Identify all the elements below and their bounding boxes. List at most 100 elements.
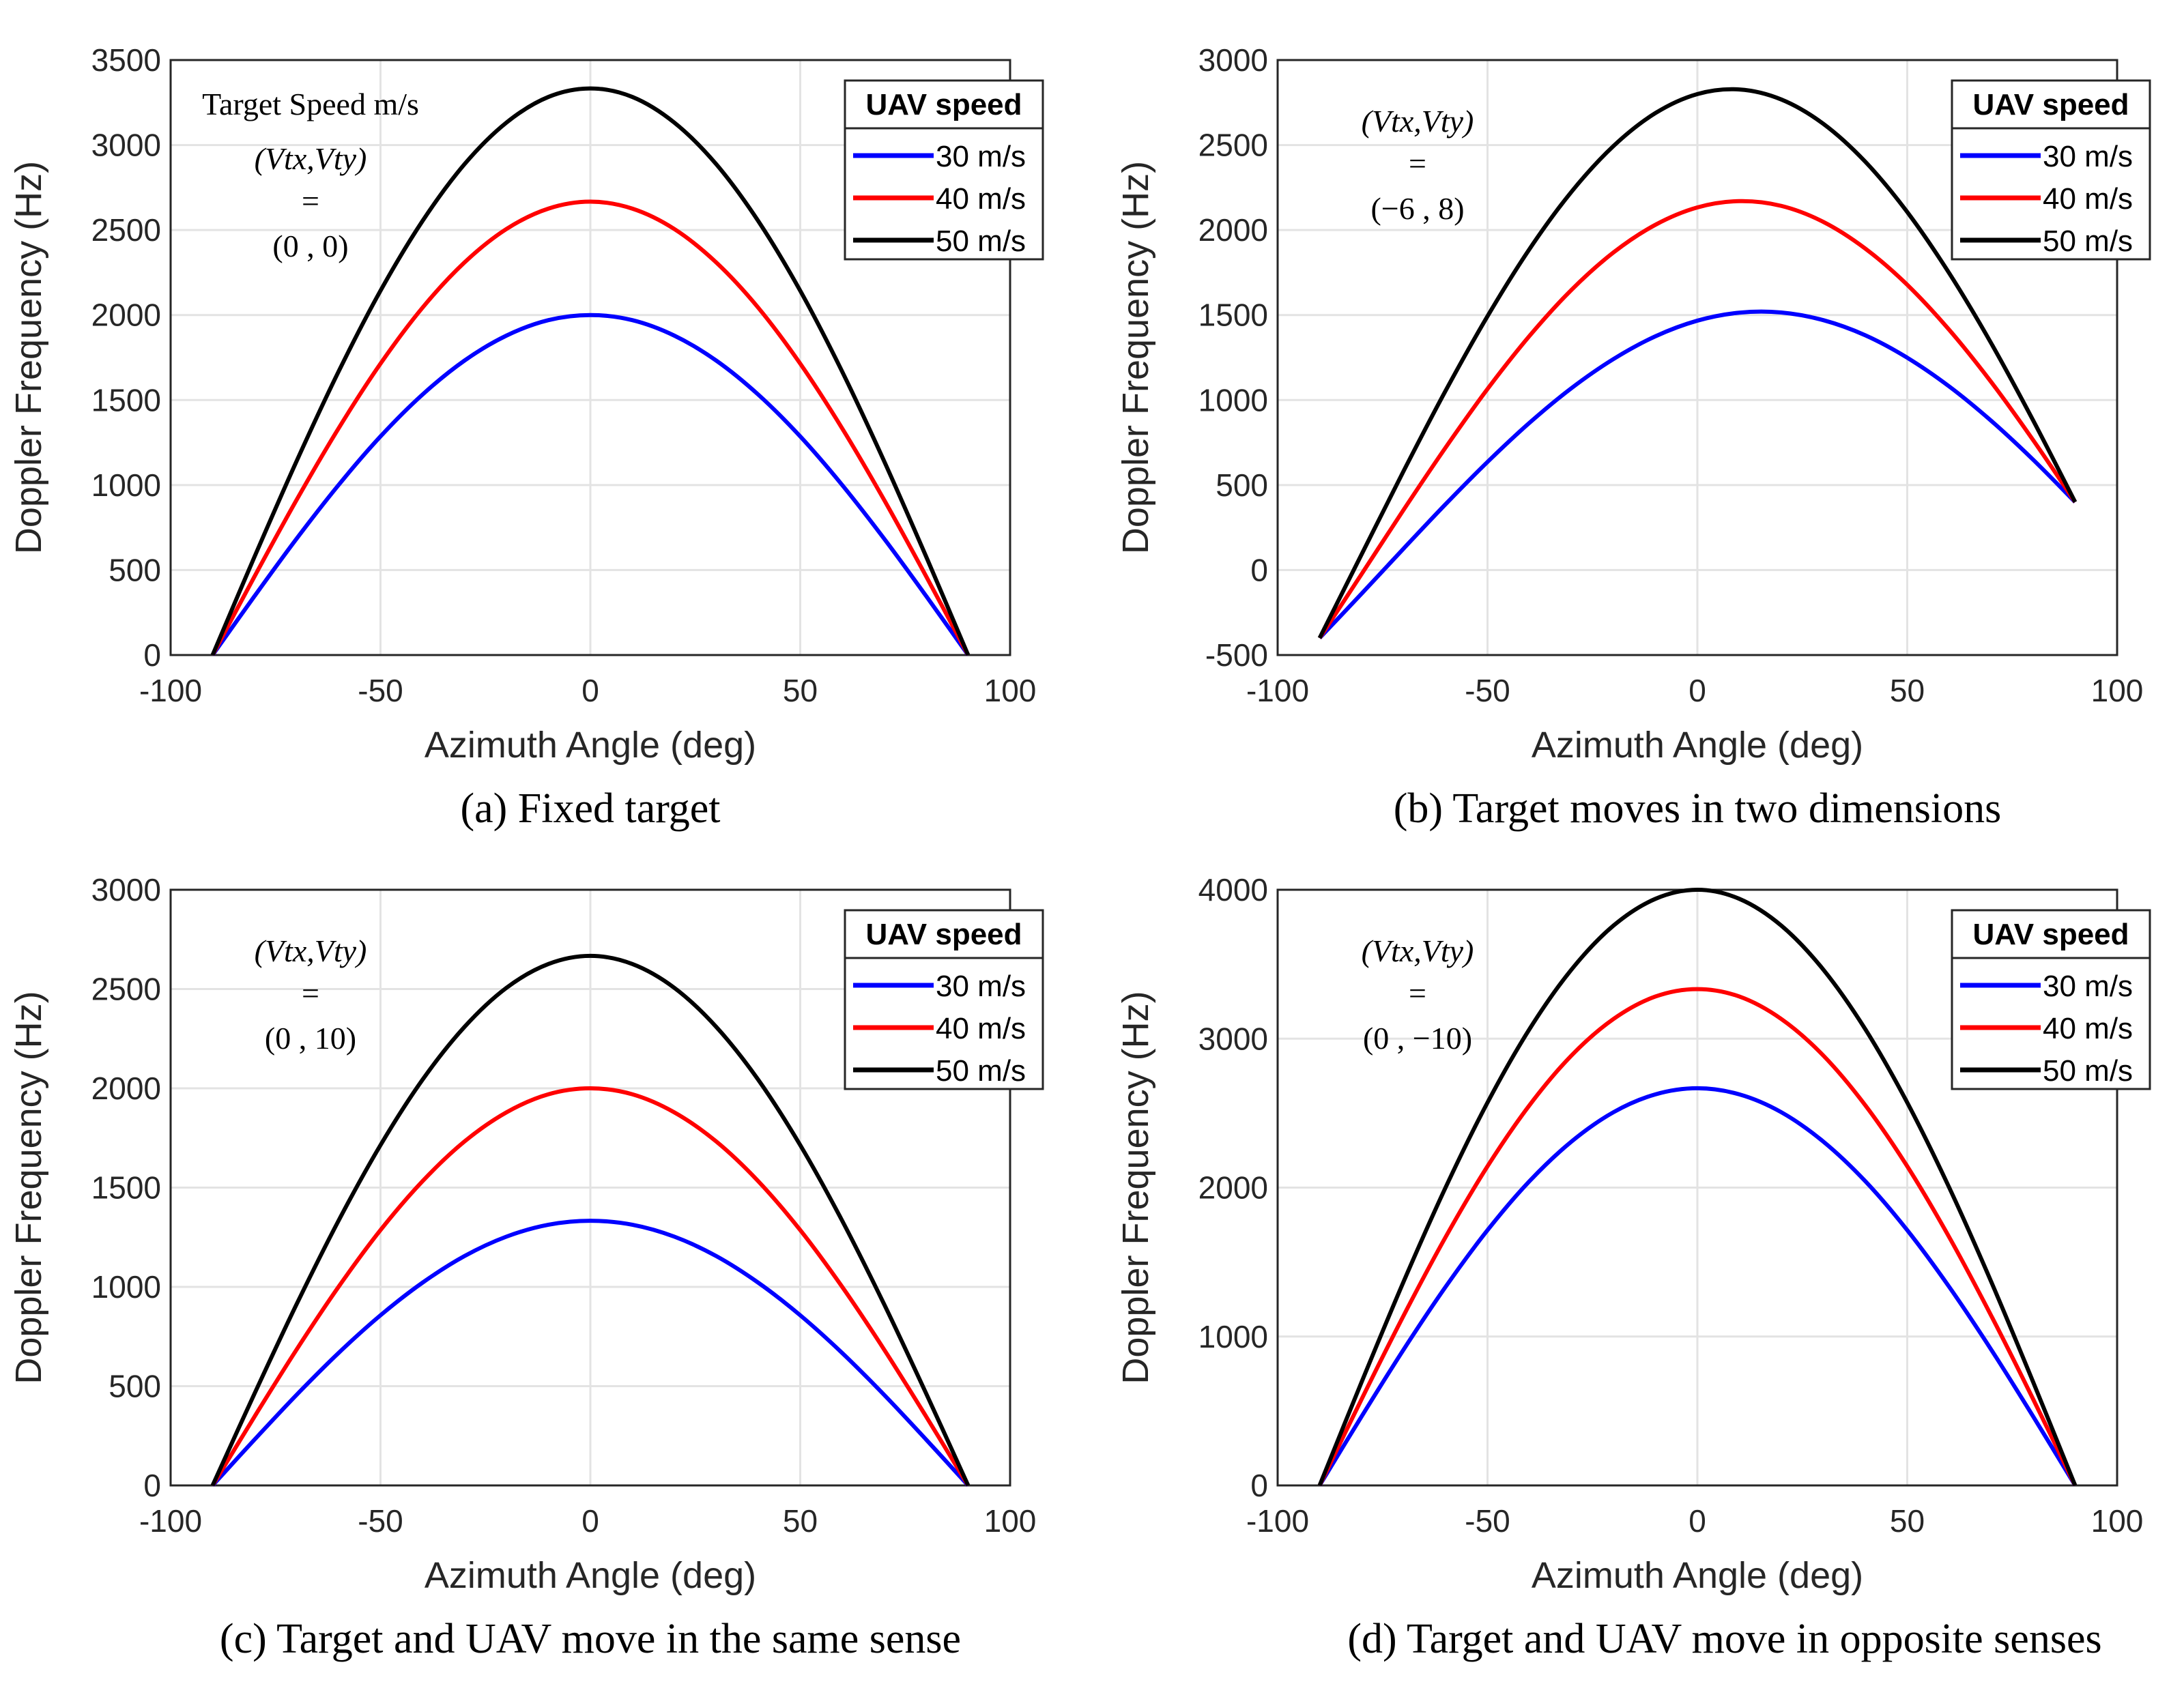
- annotation-equals: =: [1409, 976, 1426, 1011]
- x-tick-label: 100: [2091, 673, 2144, 708]
- legend-box: [844, 909, 1044, 1090]
- y-tick-label: 1500: [1198, 297, 1268, 333]
- x-tick-label: 0: [581, 673, 599, 708]
- series-line-40: [1317, 987, 2078, 1487]
- series-line-40: [1317, 199, 2077, 639]
- annotation-equals: =: [302, 976, 319, 1011]
- x-tick-label: 0: [1689, 1503, 1706, 1539]
- y-tick-label: 2000: [91, 297, 161, 333]
- legend-entry: 50 m/s: [936, 1054, 1026, 1088]
- chart-panel-c: -100 -50 0 50 100050010001500200025003000Azi…: [8, 872, 1044, 1662]
- legend: UAV speed 30 m/s 40 m/s 50 m/s: [844, 909, 1044, 1090]
- legend-entry: 30 m/s: [2043, 970, 2133, 1003]
- y-tick-label: -500: [1205, 637, 1268, 673]
- annotation-value: (0 , −10): [1363, 1021, 1472, 1056]
- x-tick-label: 50: [783, 673, 818, 708]
- y-tick-label: 0: [1250, 552, 1268, 587]
- x-axis-label: Azimuth Angle (deg): [1532, 1555, 1863, 1596]
- y-tick-label: 1500: [91, 382, 161, 418]
- legend-entry: 40 m/s: [936, 182, 1026, 216]
- x-tick-label: -50: [358, 1503, 403, 1539]
- x-tick-label: -50: [358, 673, 403, 708]
- y-tick-label: 3000: [91, 128, 161, 163]
- x-tick-label: -100: [1246, 673, 1309, 708]
- axes-frame: [1276, 59, 2118, 656]
- series-line-30: [1318, 309, 2077, 640]
- legend-box: [844, 79, 1044, 261]
- legend: UAV speed 30 m/s 40 m/s 50 m/s: [1951, 79, 2151, 261]
- y-tick-label: 2500: [91, 972, 161, 1007]
- x-tick-label: 100: [984, 673, 1037, 708]
- annotation-variables: (Vtx,Vty): [1362, 933, 1474, 968]
- x-tick-label: -100: [139, 673, 202, 708]
- legend-title: UAV speed: [1972, 88, 2129, 121]
- panel-caption: (b) Target moves in two dimensions: [1394, 785, 2002, 832]
- y-axis-label: Doppler Frequency (Hz): [8, 991, 49, 1384]
- annotation-variables: (Vtx,Vty): [255, 141, 367, 176]
- legend-entry: 50 m/s: [2043, 224, 2133, 258]
- y-tick-label: 500: [109, 1369, 161, 1404]
- series-line-40: [210, 199, 971, 656]
- y-tick-label: 1000: [1198, 382, 1268, 418]
- x-tick-label: 50: [1890, 1503, 1925, 1539]
- y-tick-label: 2000: [91, 1071, 161, 1106]
- y-tick-label: 0: [143, 637, 161, 673]
- y-tick-label: 1500: [91, 1170, 161, 1206]
- series-line-50: [210, 86, 971, 656]
- annotation-variables: (Vtx,Vty): [255, 933, 367, 968]
- x-tick-label: 0: [581, 1503, 599, 1539]
- x-tick-label: 50: [1890, 673, 1925, 708]
- x-tick-label: -50: [1465, 673, 1510, 708]
- y-tick-label: 4000: [1198, 872, 1268, 907]
- series-line-50: [1317, 87, 2078, 639]
- legend-entry: 30 m/s: [936, 140, 1026, 173]
- annotation-equals: =: [1409, 146, 1426, 181]
- x-axis-label: Azimuth Angle (deg): [1532, 725, 1863, 766]
- x-tick-label: -50: [1465, 1503, 1510, 1539]
- legend-entry: 30 m/s: [936, 970, 1026, 1003]
- y-tick-label: 2000: [1198, 212, 1268, 248]
- y-tick-label: 3000: [1198, 1021, 1268, 1056]
- y-tick-label: 2000: [1198, 1170, 1268, 1206]
- y-axis-label: Doppler Frequency (Hz): [1115, 161, 1156, 554]
- legend-box: [1951, 79, 2151, 261]
- legend-title: UAV speed: [865, 918, 1022, 951]
- annotation-equals: =: [302, 184, 319, 218]
- series-line-30: [211, 1219, 970, 1487]
- legend: UAV speed 30 m/s 40 m/s 50 m/s: [1951, 909, 2151, 1090]
- panel-caption: (a) Fixed target: [460, 785, 720, 832]
- legend-entry: 40 m/s: [2043, 182, 2133, 216]
- series-line-30: [1317, 1086, 2078, 1487]
- x-axis-label: Azimuth Angle (deg): [425, 1555, 756, 1596]
- y-tick-label: 0: [1250, 1468, 1268, 1503]
- legend-entry: 50 m/s: [936, 224, 1026, 258]
- legend-entry: 40 m/s: [2043, 1012, 2133, 1045]
- y-tick-label: 1000: [91, 467, 161, 503]
- x-axis-label: Azimuth Angle (deg): [425, 725, 756, 766]
- panel-caption: (d) Target and UAV move in opposite sens…: [1347, 1616, 2101, 1662]
- chart-panel-a: -100 -50 0 50 100050010001500200025003000350…: [8, 42, 1044, 832]
- annotation-variables: (Vtx,Vty): [1362, 104, 1474, 139]
- panel-caption: (c) Target and UAV move in the same sens…: [220, 1616, 961, 1662]
- axes-frame: [169, 59, 1011, 656]
- y-tick-label: 2500: [1198, 128, 1268, 163]
- legend-title: UAV speed: [1972, 918, 2129, 951]
- x-tick-label: 0: [1689, 673, 1706, 708]
- x-tick-label: -100: [1246, 1503, 1309, 1539]
- series-line-50: [1317, 887, 2078, 1487]
- y-tick-label: 3000: [1198, 42, 1268, 78]
- x-tick-label: -100: [139, 1503, 202, 1539]
- y-tick-label: 1000: [1198, 1319, 1268, 1354]
- legend-entry: 40 m/s: [936, 1012, 1026, 1045]
- legend-entry: 50 m/s: [2043, 1054, 2133, 1088]
- series-line-50: [210, 953, 971, 1487]
- legend-box: [1951, 909, 2151, 1090]
- axes-frame: [169, 888, 1011, 1487]
- legend-title: UAV speed: [865, 88, 1022, 121]
- legend-entry: 30 m/s: [2043, 140, 2133, 173]
- annotation-value: (−6 , 8): [1370, 191, 1464, 226]
- annotation-value: (0 , 0): [272, 229, 348, 263]
- y-axis-label: Doppler Frequency (Hz): [8, 161, 49, 554]
